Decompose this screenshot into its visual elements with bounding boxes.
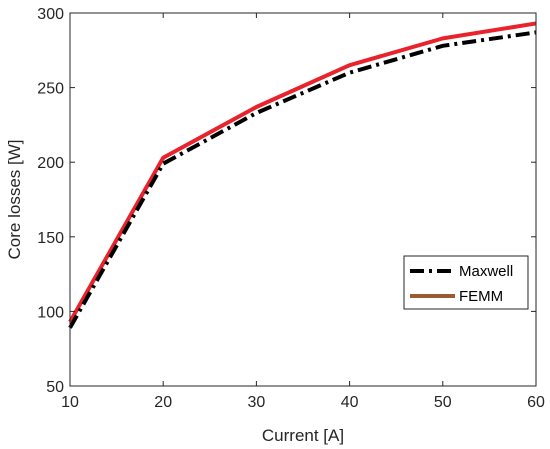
x-axis-label: Current [A] bbox=[262, 426, 344, 445]
y-tick-label: 300 bbox=[37, 6, 64, 23]
y-axis-label: Core losses [W] bbox=[5, 140, 24, 260]
plot-background bbox=[70, 13, 536, 386]
series-line-maxwell bbox=[68, 30, 537, 329]
legend-label-femm: FEMM bbox=[459, 288, 503, 305]
y-axis: 50 100 150 200 250 300 bbox=[37, 6, 536, 396]
x-tick-label: 60 bbox=[527, 394, 545, 411]
x-axis: 10 20 30 40 50 60 bbox=[61, 13, 545, 411]
legend-label-maxwell: Maxwell bbox=[459, 263, 513, 280]
legend: Maxwell FEMM bbox=[403, 255, 529, 310]
y-tick-label: 250 bbox=[37, 81, 64, 98]
legend-box bbox=[403, 255, 529, 310]
y-tick-label: 150 bbox=[37, 230, 64, 247]
series-line-femm bbox=[68, 21, 537, 323]
x-tick-label: 20 bbox=[154, 394, 172, 411]
x-tick-label: 40 bbox=[341, 394, 359, 411]
y-tick-label: 200 bbox=[37, 155, 64, 172]
series-layer bbox=[68, 21, 537, 329]
x-tick-label: 50 bbox=[434, 394, 452, 411]
y-tick-label: 100 bbox=[37, 304, 64, 321]
x-tick-label: 30 bbox=[248, 394, 266, 411]
y-tick-label: 50 bbox=[46, 379, 64, 396]
x-tick-label: 10 bbox=[61, 394, 79, 411]
plot-frame bbox=[69, 12, 537, 387]
